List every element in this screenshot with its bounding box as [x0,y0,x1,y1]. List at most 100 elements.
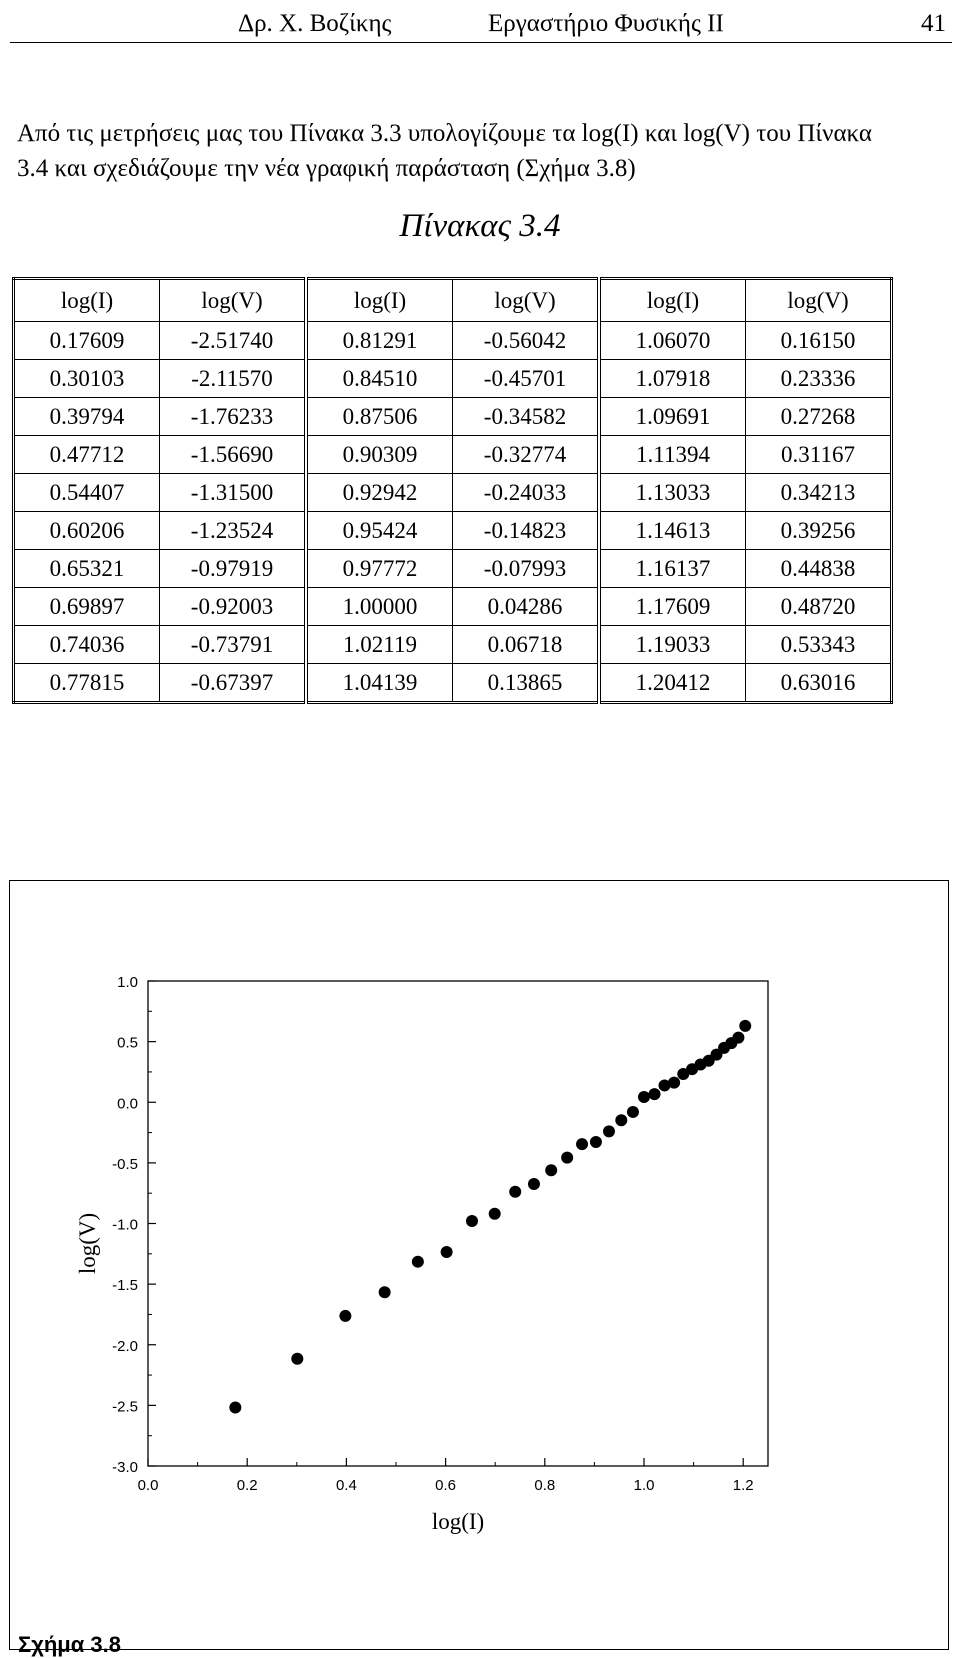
data-point [488,1207,501,1220]
column-header: log(I) [597,278,746,322]
table-cell: -0.92003 [159,587,307,626]
table-cell: 0.17609 [13,321,160,360]
y-tick-label: -1.0 [112,1217,138,1234]
table-cell: 0.34213 [745,473,892,512]
table-row: 0.60206 -1.23524 0.95424 -0.14823 1.14613 0.3… [13,511,892,550]
table-cell: -0.32774 [452,435,600,474]
intro-line-1: Από τις μετρήσεις μας του Πίνακα 3.3 υπο… [17,120,873,147]
y-axis-title: log(V) [75,1213,100,1274]
data-point [229,1401,242,1414]
data-point [589,1135,602,1148]
table-cell: -0.24033 [452,473,600,512]
table-cell: 1.14613 [597,511,746,550]
y-tick-label: -0.5 [112,1156,138,1173]
table-cell: 0.54407 [13,473,160,512]
intro-paragraph: Από τις μετρήσεις μας του Πίνακα 3.3 υπο… [17,116,937,186]
column-header: log(V) [452,278,600,322]
data-point [732,1031,745,1044]
data-point [411,1255,424,1268]
table-cell: 0.31167 [745,435,892,474]
data-point [576,1138,589,1151]
y-tick-label: 0.0 [117,1095,138,1112]
x-tick-label: 1.2 [733,1477,754,1494]
x-tick-label: 1.0 [634,1477,655,1494]
table-row: 0.69897 -0.92003 1.00000 0.04286 1.17609 0.48… [13,587,892,626]
table-cell: -2.51740 [159,321,307,360]
data-point [638,1091,650,1104]
column-header: log(V) [745,278,892,322]
table-cell: -1.23524 [159,511,307,550]
data-point [527,1177,540,1190]
table-row: 0.17609 -2.51740 0.81291 -0.56042 1.06070 0.1… [13,321,892,360]
table-row: 0.65321 -0.97919 0.97772 -0.07993 1.16137 0.4… [13,549,892,588]
table-cell: 1.17609 [597,587,746,626]
data-point [339,1309,352,1322]
figure-label: Σχήμα 3.8 [18,1632,121,1657]
data-point [626,1105,639,1118]
y-tick-label: 1.0 [117,974,138,991]
table-cell: -0.56042 [452,321,600,360]
x-tick-label: 0.6 [435,1477,456,1494]
table-cell: 0.47712 [13,435,160,474]
table-row: 0.77815 -0.67397 1.04139 0.13865 1.20412 0.63… [13,663,892,703]
table-cell: 0.60206 [13,511,160,550]
table-cell: 0.81291 [304,321,453,360]
table-cell: -0.07993 [452,549,600,588]
data-point [739,1019,752,1032]
y-tick-label: -1.5 [112,1277,138,1294]
table-cell: 0.74036 [13,625,160,664]
table-header-row: log(I) log(V) log(I) log(V) log(I) log(V… [13,278,892,322]
table-cell: -0.14823 [452,511,600,550]
data-point [677,1067,690,1080]
table-cell: 0.63016 [745,663,892,703]
y-tick-label: -3.0 [112,1459,138,1476]
x-tick-label: 0.2 [237,1477,258,1494]
table-row: 0.39794 -1.76233 0.87506 -0.34582 1.09691 0.2… [13,397,892,436]
table-cell: -0.45701 [452,359,600,398]
table-cell: 0.06718 [452,625,600,664]
table-cell: 0.92942 [304,473,453,512]
data-point [561,1151,574,1164]
table-cell: 0.95424 [304,511,453,550]
table-cell: 1.09691 [597,397,746,436]
table-cell: 1.06070 [597,321,746,360]
table-row: 0.47712 -1.56690 0.90309 -0.32774 1.11394 0.3… [13,435,892,474]
table-body: 0.17609 -2.51740 0.81291 -0.56042 1.06070 0.1… [13,321,892,703]
figure-frame [9,880,949,1650]
data-point [465,1214,478,1227]
column-header: log(V) [159,278,307,322]
x-tick-label: 0.8 [534,1477,555,1494]
table-cell: 0.48720 [745,587,892,626]
column-header: log(I) [13,278,160,322]
header-author: Δρ. Χ. Βοζίκης [238,10,392,37]
table-cell: 0.13865 [452,663,600,703]
data-point [658,1079,671,1092]
header-course: Εργαστήριο Φυσικής ΙΙ [488,10,724,37]
table-cell: 1.20412 [597,663,746,703]
table-cell: 1.04139 [304,663,453,703]
page-header: Δρ. Χ. Βοζίκης Εργαστήριο Φυσικής ΙΙ 41 [10,6,952,43]
table-cell: -0.73791 [159,625,307,664]
table-cell: -0.67397 [159,663,307,703]
table-cell: -1.56690 [159,435,307,474]
data-point [615,1114,628,1127]
table-cell: 0.39256 [745,511,892,550]
data-point [668,1076,681,1089]
page-number: 41 [921,10,946,37]
table-cell: -1.76233 [159,397,307,436]
data-point [291,1352,304,1365]
data-table: log(I) log(V) log(I) log(V) log(I) log(V… [12,277,893,704]
intro-line-2: 3.4 και σχεδιάζουμε την νέα γραφική παρά… [17,155,636,182]
table-cell: 1.16137 [597,549,746,588]
table-cell: 0.65321 [13,549,160,588]
x-tick-label: 0.4 [336,1477,357,1494]
table-cell: 0.27268 [745,397,892,436]
data-point [440,1246,453,1259]
x-axis-title: log(I) [432,1509,484,1534]
table-cell: 1.19033 [597,625,746,664]
column-header: log(I) [304,278,453,322]
data-point [602,1125,615,1138]
data-point [509,1185,522,1198]
y-tick-label: 0.5 [117,1035,138,1052]
